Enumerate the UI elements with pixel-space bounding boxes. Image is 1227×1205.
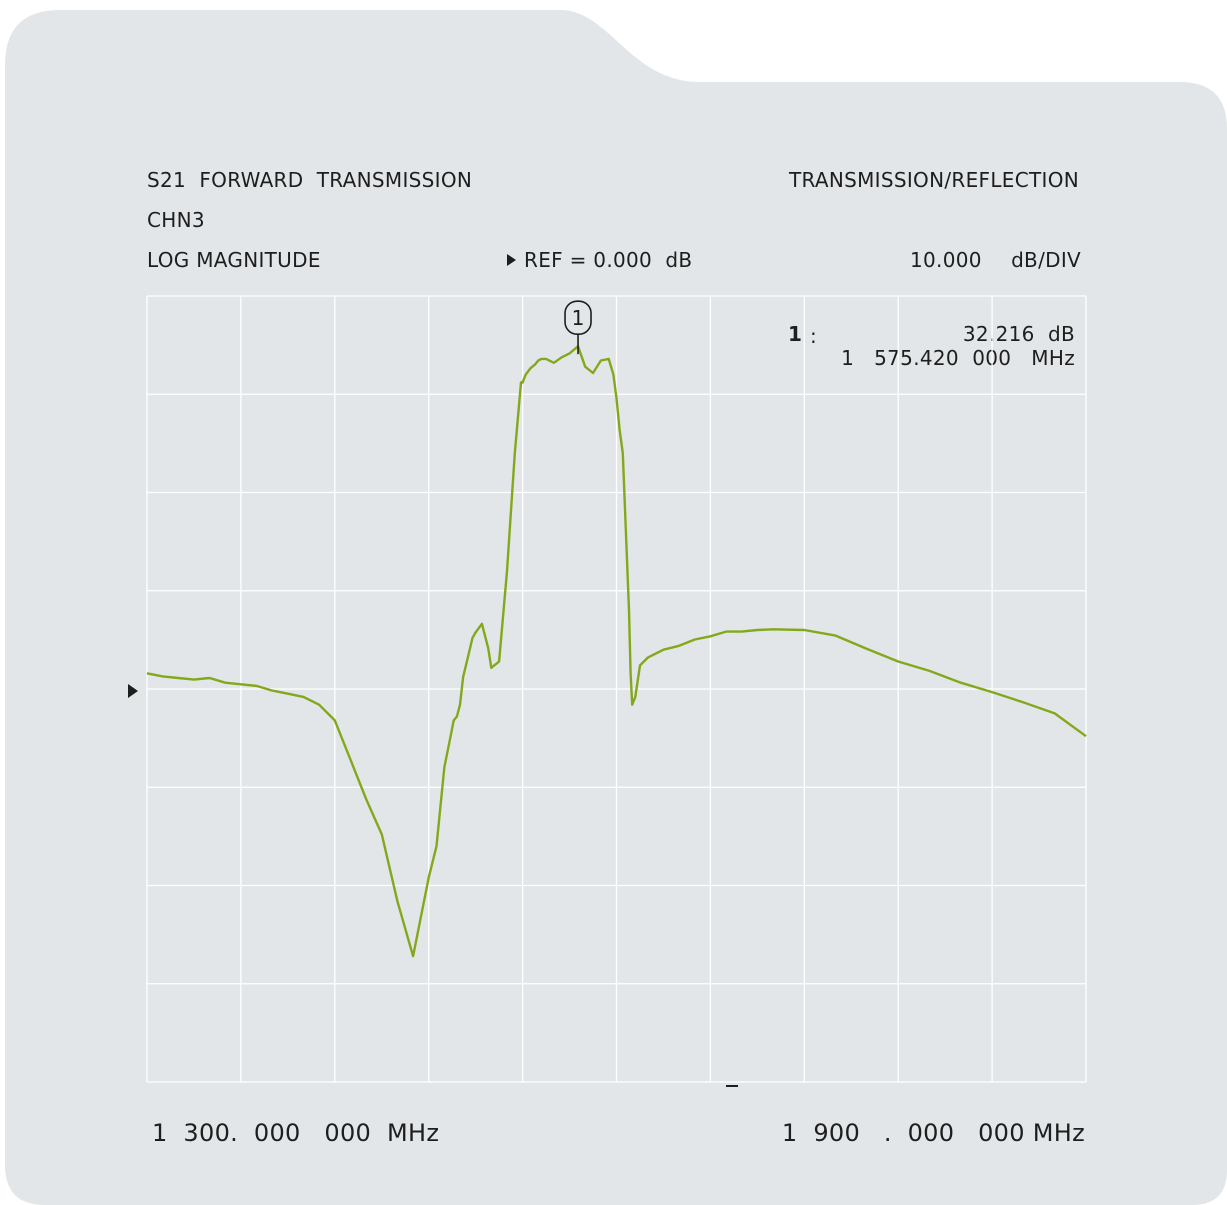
start-frequency: 1 300. 000 000 MHz (152, 1119, 440, 1147)
ref-arrow-icon (507, 254, 516, 266)
marker-1-number: 1 (572, 306, 585, 330)
scale-unit: dB/DIV (1011, 248, 1081, 272)
marker-readout-separator: : (810, 324, 818, 348)
format-label: LOG MAGNITUDE (147, 248, 321, 272)
marker-readout-value: 32.216 dB (962, 322, 1075, 346)
reference-level: REF = 0.000 dB (507, 250, 692, 270)
marker-1-flag: 1 (564, 300, 592, 355)
graticule (146, 295, 1087, 1083)
parameter-title: S21 FORWARD TRANSMISSION (147, 168, 473, 192)
stop-frequency: 1 900 . 000 000 MHz (781, 1119, 1085, 1147)
reference-level-text: REF = 0.000 dB (524, 248, 693, 272)
reference-position-icon (128, 684, 138, 698)
s21-trace (146, 345, 1087, 958)
channel-label: CHN3 (147, 208, 205, 232)
marker-readout-number: 1 (788, 322, 803, 346)
measurement-mode: TRANSMISSION/REFLECTION (788, 168, 1079, 192)
scale-value: 10.000 (910, 248, 982, 272)
